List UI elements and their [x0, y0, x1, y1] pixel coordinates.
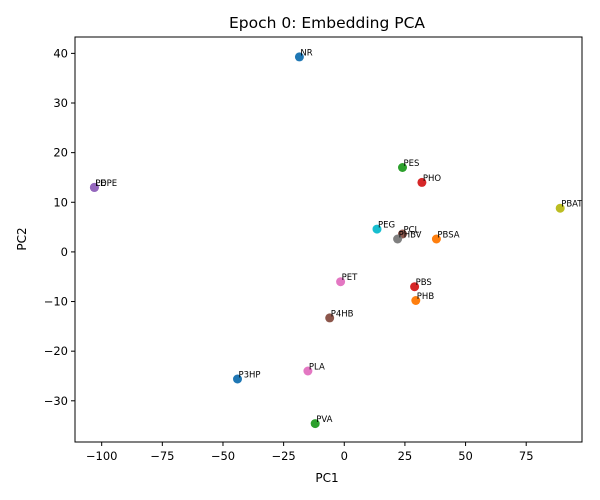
data-point-pbs [410, 282, 420, 292]
data-point-pbsa [431, 234, 441, 244]
x-axis-ticks: −100 −75 −50 −25 0 25 50 75 [86, 442, 534, 463]
point-label-pe: PE [95, 179, 106, 189]
x-tick-label: 75 [519, 449, 534, 463]
point-label-pbsa: PBSA [437, 231, 459, 241]
x-tick-label: −75 [150, 449, 174, 463]
y-tick-label: 40 [53, 46, 68, 60]
point-label-pes: PES [404, 159, 420, 169]
x-tick-label: −50 [211, 449, 235, 463]
data-point-nr [294, 52, 304, 62]
x-axis-label: PC1 [315, 471, 338, 485]
point-label-peg: PEG [378, 221, 395, 231]
y-tick-label: 10 [53, 195, 68, 209]
y-tick-label: −30 [44, 394, 68, 408]
point-label-pho: PHO [423, 174, 442, 184]
y-tick-label: −10 [44, 295, 68, 309]
data-point-ldpe [89, 182, 99, 192]
chart-title: Epoch 0: Embedding PCA [229, 14, 425, 32]
data-point-pet [336, 277, 346, 287]
data-point-p4hb [325, 313, 335, 323]
y-tick-label: 20 [53, 146, 68, 160]
data-point-phb [411, 296, 421, 305]
data-point-pla [303, 366, 313, 376]
point-label-pbs: PBS [416, 278, 432, 288]
x-tick-label: 25 [398, 449, 413, 463]
data-point-pva [310, 419, 320, 429]
point-label-pcl: PCL [404, 226, 420, 236]
x-tick-label: −25 [271, 449, 295, 463]
x-tick-label: 50 [458, 449, 473, 463]
data-point-peg [372, 224, 382, 234]
point-label-pla: PLA [309, 363, 325, 373]
point-label-phbv: PHBV [399, 231, 422, 241]
data-point-phbv [393, 234, 403, 244]
point-label-pbat: PBAT [561, 200, 583, 210]
y-tick-label: −20 [44, 344, 68, 358]
data-point-pho [417, 177, 427, 187]
plot-area-frame [74, 36, 583, 443]
point-label-phb: PHB [417, 292, 435, 302]
x-tick-label: 0 [341, 449, 348, 463]
data-point-p3hp [233, 374, 242, 384]
y-tick-label: 30 [53, 96, 68, 110]
point-label-pet: PET [342, 273, 358, 283]
y-tick-label: 0 [61, 245, 68, 259]
points-layer [89, 52, 565, 429]
y-axis-ticks: −30 −20 −10 0 10 20 30 40 [44, 46, 75, 408]
y-axis-label: PC2 [15, 227, 29, 250]
point-label-nr: NR [300, 48, 312, 58]
point-label-ldpe: LDPE [95, 179, 117, 189]
point-label-pva: PVA [316, 415, 332, 425]
point-label-p3hp: P3HP [239, 371, 261, 381]
point-label-p4hb: P4HB [331, 309, 354, 319]
data-point-pbat [555, 203, 565, 213]
data-point-pes [398, 163, 407, 172]
x-tick-label: −100 [86, 449, 118, 463]
